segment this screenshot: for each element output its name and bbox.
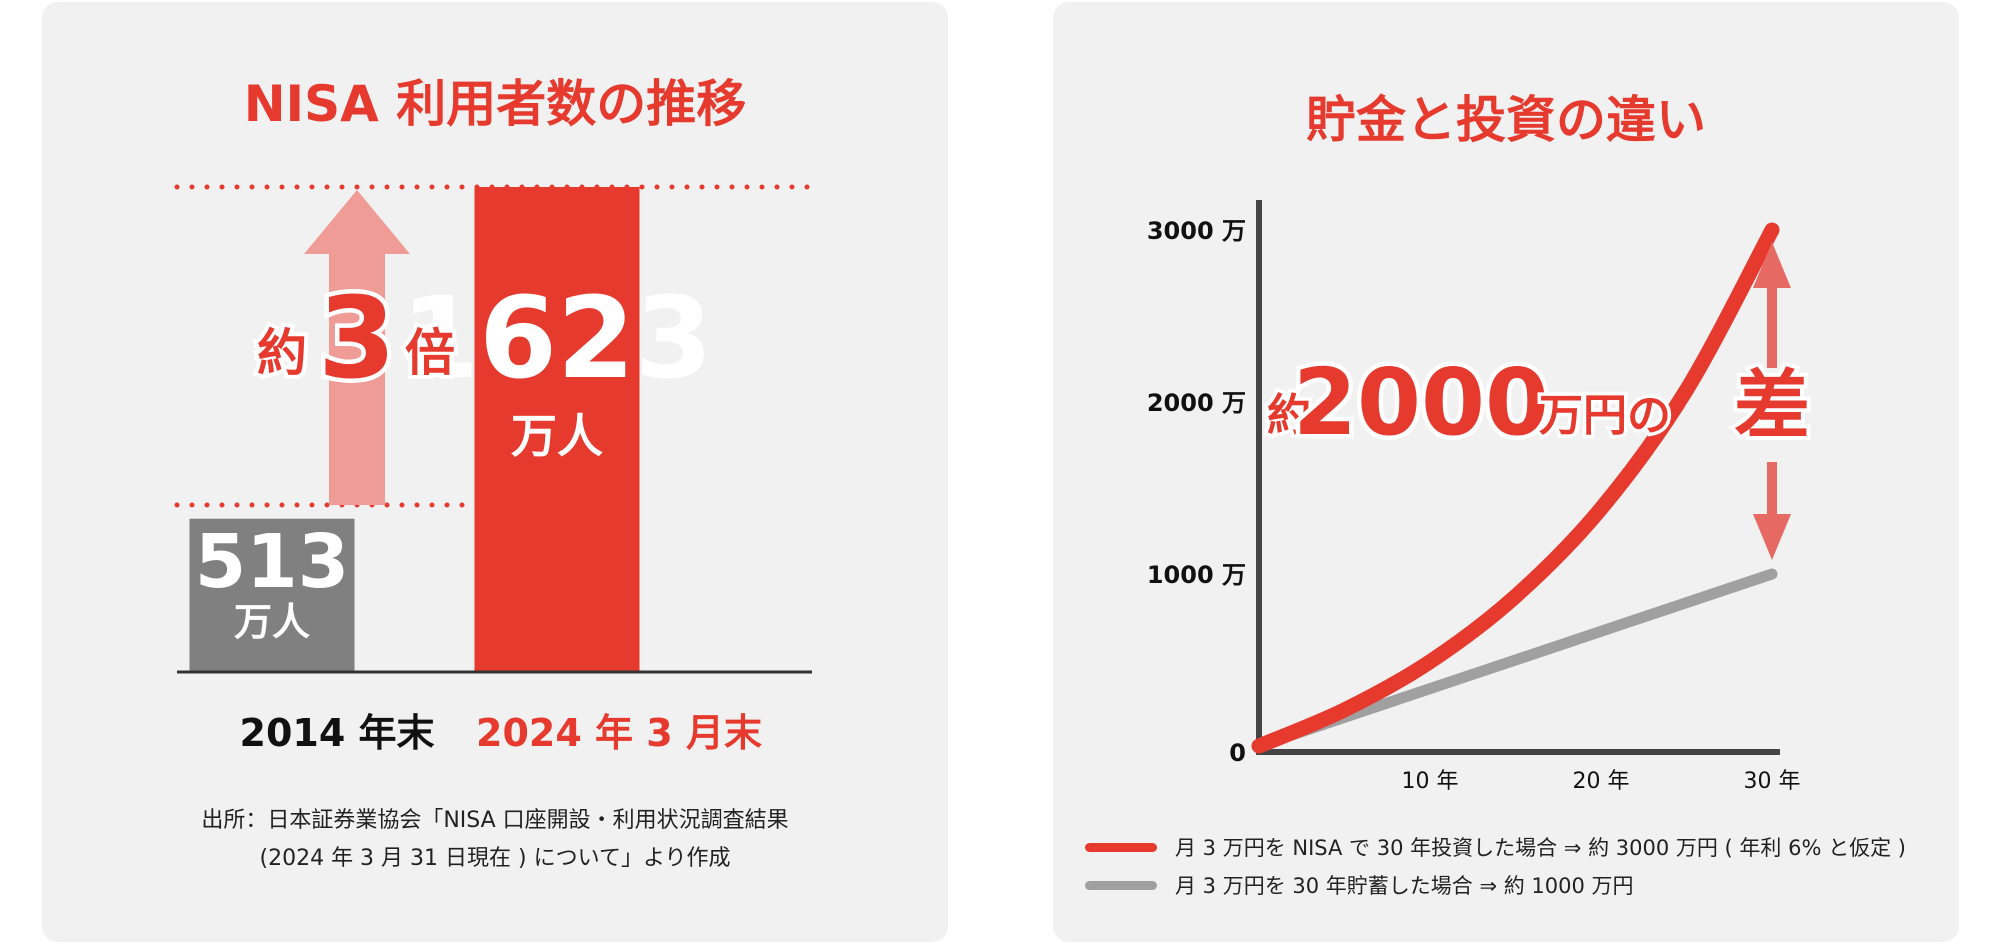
legend-swatch-savings	[1085, 880, 1157, 890]
left-chart-panel: NISA 利用者数の推移 513 万人 1623 万人 約 3 倍 2014 年末 2…	[42, 2, 948, 942]
difference-word: 差	[1734, 361, 1810, 450]
x-tick-label: 30 年	[1744, 769, 1801, 794]
x-tick-label: 10 年	[1402, 769, 1459, 794]
right-chart-title: 貯金と投資の違い	[1306, 91, 1706, 149]
chart-legend: 月 3 万円を NISA で 30 年投資した場合 ⇒ 約 3000 万円 ( …	[1085, 828, 1906, 904]
growth-factor: 3	[318, 274, 396, 404]
bar-2024	[474, 187, 640, 672]
difference-arrow-upper-shaft	[1767, 278, 1777, 368]
x-tick-label: 20 年	[1573, 769, 1630, 794]
right-chart-panel: 貯金と投資の違い 0 1000 万 2000 万 3000 万 10 年 20 年 30 年…	[1053, 2, 1959, 942]
legend-item-nisa: 月 3 万円を NISA で 30 年投資した場合 ⇒ 約 3000 万円 ( …	[1085, 828, 1906, 866]
difference-prefix: 約	[1267, 390, 1311, 441]
difference-arrow-lower-shaft	[1767, 462, 1777, 528]
growth-prefix: 約	[257, 324, 307, 382]
legend-label-nisa: 月 3 万円を NISA で 30 年投資した場合 ⇒ 約 3000 万円 ( …	[1175, 836, 1906, 860]
y-tick-label: 0	[1229, 739, 1246, 767]
right-line-chart: 0 1000 万 2000 万 3000 万 10 年 20 年 30 年 約 2000 万…	[1147, 200, 1815, 794]
difference-annotation: 約 2000 万円の 差	[1264, 345, 1815, 461]
y-tick-label: 3000 万	[1147, 217, 1246, 245]
legend-label-savings: 月 3 万円を 30 年貯蓄した場合 ⇒ 約 1000 万円	[1175, 874, 1634, 898]
growth-annotation: 約 3 倍	[253, 270, 459, 409]
difference-arrow-down-head	[1753, 514, 1791, 560]
left-chart-title: NISA 利用者数の推移	[243, 75, 747, 133]
y-tick-label: 1000 万	[1147, 561, 1246, 589]
bar-unit-label-2024: 万人	[511, 409, 603, 463]
y-tick-label: 2000 万	[1147, 389, 1246, 417]
bar-unit-label-2014: 万人	[234, 600, 310, 644]
difference-value: 2000	[1293, 349, 1549, 456]
series-line-nisa	[1251, 222, 1780, 754]
difference-arrow-up-head	[1753, 242, 1791, 288]
source-note-line-2: (2024 年 3 月 31 日現在 ) について」より作成	[259, 846, 731, 871]
growth-arrow	[304, 190, 410, 505]
source-note-line-1: 出所：日本証券業協会「NISA 口座開設・利用状況調査結果	[201, 808, 789, 833]
bar-2014	[189, 518, 355, 672]
category-label-2024: 2024 年 3 月末	[476, 711, 762, 755]
growth-suffix: 倍	[405, 324, 455, 382]
bar-value-label-2014: 513	[195, 519, 349, 605]
category-label-2014: 2014 年末	[239, 711, 435, 755]
bar-value-label-2024: 1623	[401, 274, 713, 404]
difference-arrow	[1753, 242, 1791, 560]
legend-swatch-nisa	[1085, 842, 1157, 852]
difference-unit: 万円の	[1539, 390, 1671, 441]
legend-item-savings: 月 3 万円を 30 年貯蓄した場合 ⇒ 約 1000 万円	[1085, 866, 1906, 904]
